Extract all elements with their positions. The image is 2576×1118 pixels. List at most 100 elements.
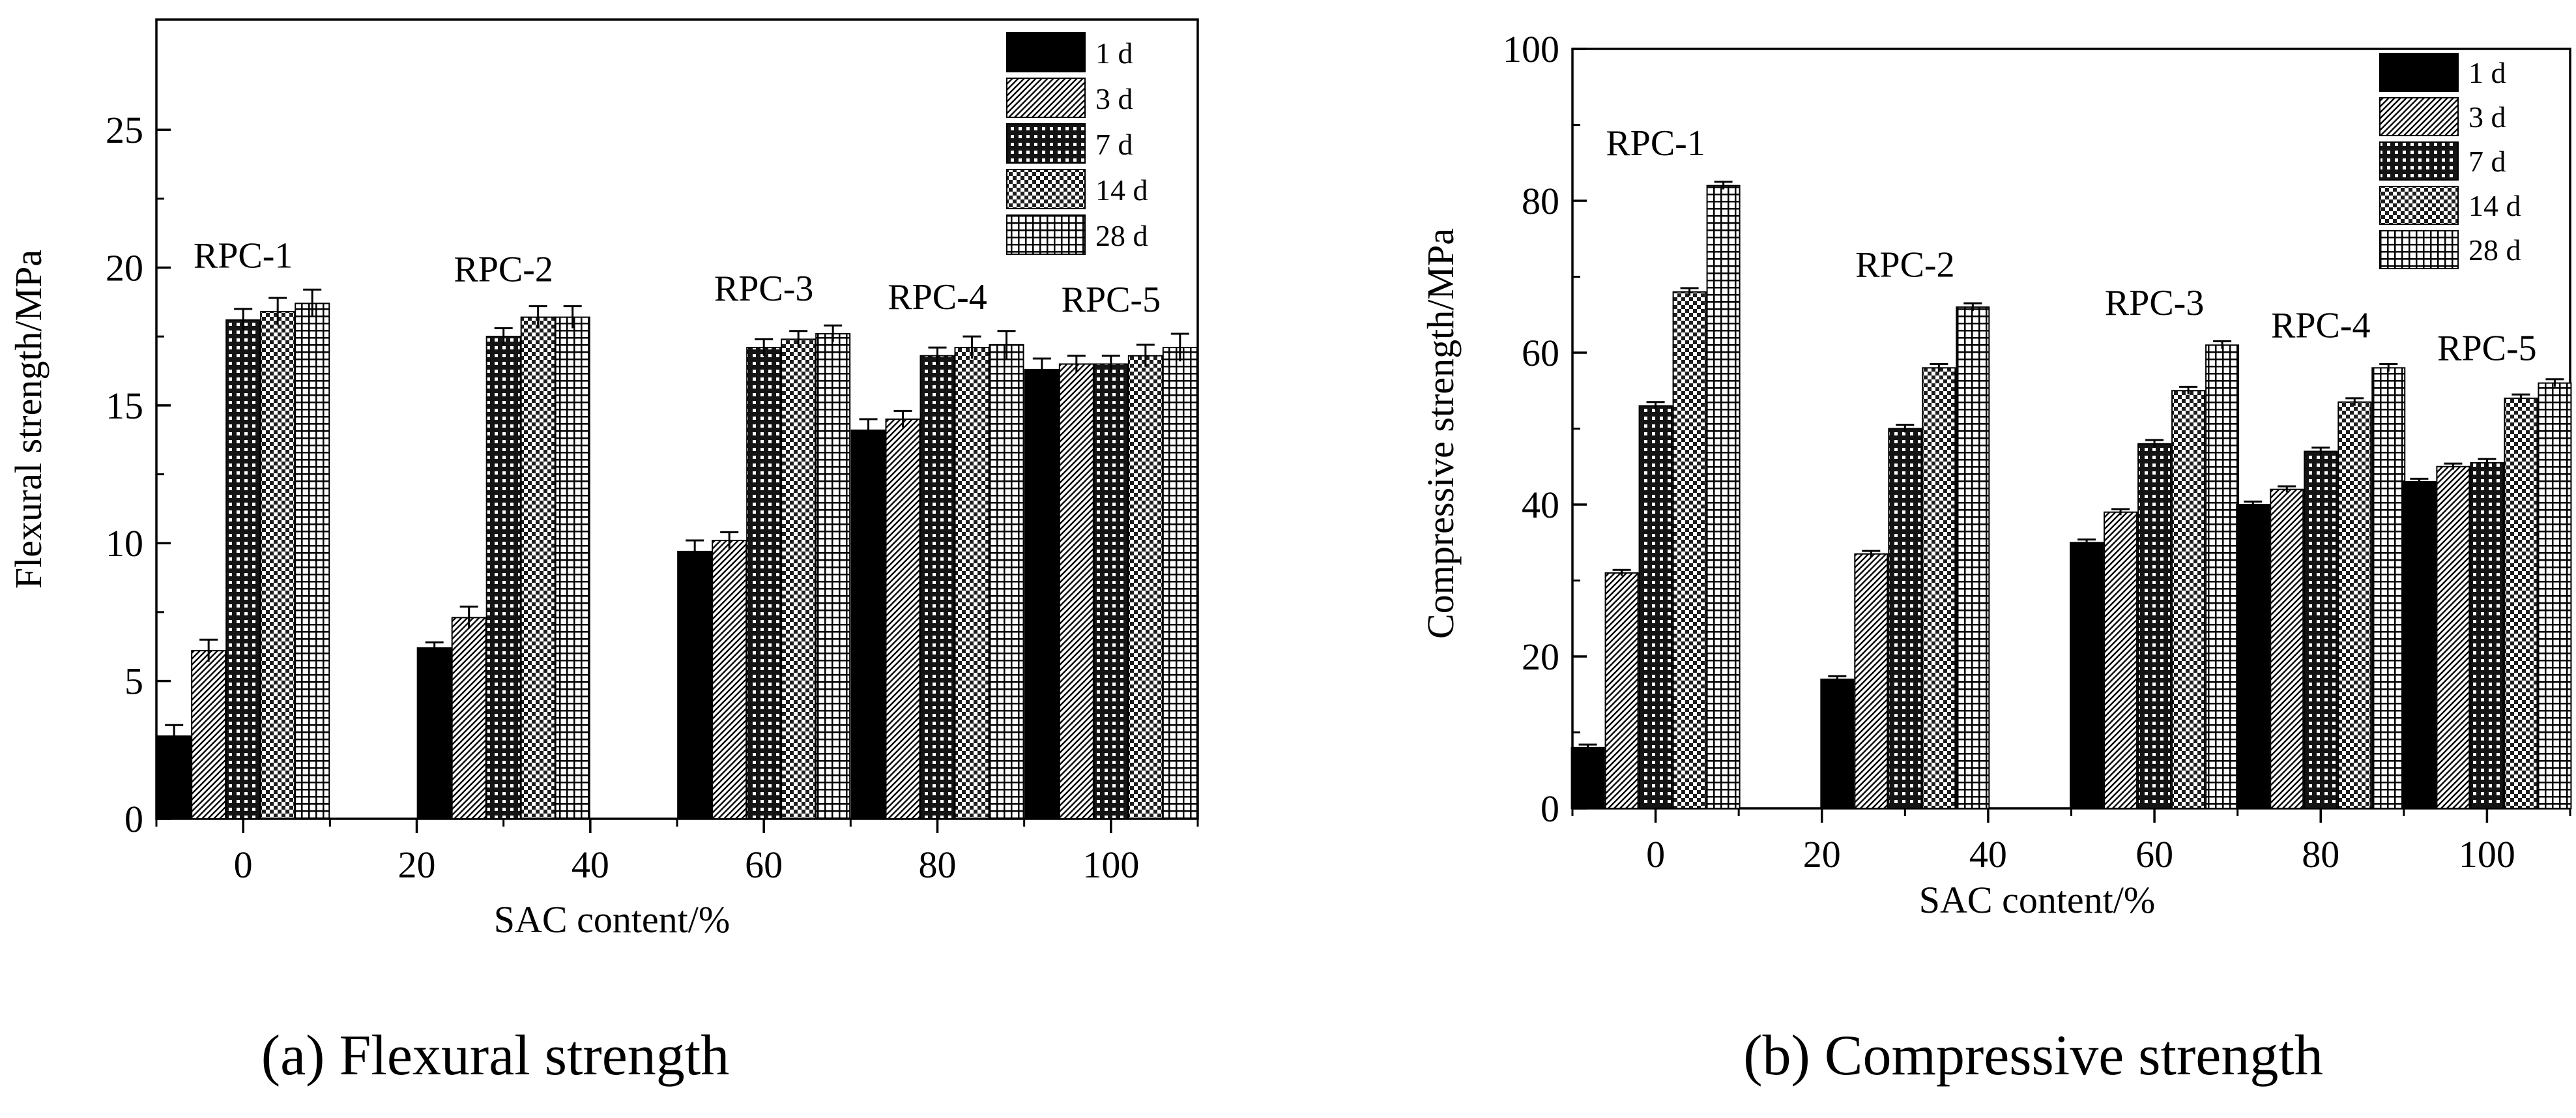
x-axis-label: SAC content/% bbox=[494, 898, 730, 941]
bar-1d-rpc-3 bbox=[2070, 542, 2104, 809]
y-axis-label: Compressive strength/MPa bbox=[1419, 228, 1462, 639]
legend-swatch bbox=[1006, 214, 1086, 255]
group-label: RPC-3 bbox=[714, 269, 814, 309]
bar-28d-rpc-5 bbox=[1162, 347, 1198, 819]
legend-label: 14 d bbox=[2468, 189, 2521, 222]
bar-28d-rpc-4 bbox=[989, 344, 1024, 819]
legend-swatch bbox=[1006, 78, 1086, 118]
y-tick-label: 0 bbox=[1541, 787, 1559, 830]
group-label: RPC-2 bbox=[1855, 245, 1955, 286]
y-tick-label: 5 bbox=[124, 660, 143, 703]
bar-28d-rpc-3 bbox=[815, 332, 851, 819]
bar-14d-rpc-2 bbox=[520, 316, 556, 820]
bar-7d-rpc-2 bbox=[485, 336, 521, 819]
bar-1d-rpc-4 bbox=[850, 429, 886, 819]
bar-28d-rpc-1 bbox=[1706, 184, 1741, 809]
group-label: RPC-1 bbox=[194, 235, 293, 276]
x-tick-label: 40 bbox=[1969, 833, 2007, 875]
y-tick-label: 25 bbox=[106, 109, 143, 151]
bar-3d-rpc-3 bbox=[2104, 511, 2138, 810]
bar-28d-rpc-1 bbox=[295, 302, 330, 819]
bar-1d-rpc-4 bbox=[2236, 504, 2270, 809]
bar-28d-rpc-3 bbox=[2205, 344, 2240, 809]
bar-7d-rpc-3 bbox=[746, 347, 782, 819]
legend-label: 14 d bbox=[1095, 173, 1148, 207]
bar-14d-rpc-5 bbox=[2504, 397, 2538, 809]
x-tick-label: 20 bbox=[398, 844, 436, 886]
legend-swatch bbox=[1006, 32, 1086, 72]
y-tick-label: 10 bbox=[106, 522, 143, 565]
group-label: RPC-5 bbox=[2437, 329, 2537, 369]
bar-3d-rpc-1 bbox=[1604, 572, 1639, 809]
legend-swatch bbox=[2379, 186, 2459, 225]
x-tick-label: 0 bbox=[234, 844, 253, 886]
group-label: RPC-4 bbox=[888, 277, 987, 317]
legend-swatch bbox=[1006, 123, 1086, 164]
x-tick-label: 0 bbox=[1646, 833, 1665, 875]
x-tick-label: 20 bbox=[1803, 833, 1841, 875]
y-tick-label: 0 bbox=[124, 798, 143, 840]
legend-label: 7 d bbox=[1095, 128, 1133, 161]
bar-14d-rpc-1 bbox=[1672, 291, 1707, 809]
legend: 1 d 3 d 7 d 14 d 28 d bbox=[1006, 32, 1148, 255]
group-label: RPC-3 bbox=[2105, 283, 2205, 323]
legend-label: 28 d bbox=[2468, 233, 2521, 267]
y-tick-label: 20 bbox=[1522, 636, 1559, 678]
bar-14d-rpc-3 bbox=[2171, 390, 2206, 809]
x-tick-label: 100 bbox=[2459, 833, 2515, 875]
bar-14d-rpc-4 bbox=[954, 347, 990, 819]
group-label: RPC-4 bbox=[2271, 306, 2371, 346]
bar-1d-rpc-2 bbox=[416, 647, 452, 819]
legend-swatch bbox=[2379, 53, 2459, 92]
bar-1d-rpc-2 bbox=[1820, 678, 1855, 809]
y-tick-label: 40 bbox=[1522, 484, 1559, 526]
y-tick-label: 80 bbox=[1522, 180, 1559, 222]
legend-label: 3 d bbox=[1095, 82, 1133, 115]
x-tick-label: 80 bbox=[919, 844, 957, 886]
chart-caption: (a) Flexural strength bbox=[261, 1024, 729, 1087]
bar-7d-rpc-4 bbox=[2304, 450, 2338, 809]
y-tick-label: 15 bbox=[106, 385, 143, 427]
y-tick-label: 100 bbox=[1503, 28, 1559, 70]
x-tick-label: 60 bbox=[2135, 833, 2173, 875]
bars: RPC-1 RPC-2 RPC-3 RPC-4 RPC-5 bbox=[1570, 123, 2572, 810]
x-tick-label: 60 bbox=[745, 844, 783, 886]
bar-1d-rpc-5 bbox=[1024, 368, 1060, 819]
bar-14d-rpc-3 bbox=[781, 338, 817, 819]
y-axis-label: Flexural strength/MPa bbox=[7, 250, 50, 589]
chart-caption: (b) Compressive strength bbox=[1743, 1024, 2323, 1087]
bar-1d-rpc-5 bbox=[2402, 481, 2437, 809]
x-axis-label: SAC content/% bbox=[1919, 879, 2155, 921]
bar-3d-rpc-4 bbox=[885, 419, 921, 819]
legend-swatch bbox=[1006, 169, 1086, 209]
bar-7d-rpc-2 bbox=[1888, 428, 1922, 809]
group-label: RPC-1 bbox=[1606, 123, 1705, 164]
bar-1d-rpc-1 bbox=[156, 735, 192, 819]
axis-ticks: 0 20 40 60 80 100 0 20 40 60 80 100 bbox=[1503, 28, 2571, 875]
legend-label: 28 d bbox=[1095, 219, 1148, 252]
bar-28d-rpc-5 bbox=[2538, 382, 2572, 809]
bar-14d-rpc-2 bbox=[1922, 367, 1956, 809]
legend-label: 1 d bbox=[2468, 56, 2506, 89]
legend-swatch bbox=[2379, 141, 2459, 181]
bar-28d-rpc-2 bbox=[1956, 306, 1990, 810]
x-tick-label: 80 bbox=[2302, 833, 2339, 875]
bar-1d-rpc-3 bbox=[677, 550, 713, 819]
bar-3d-rpc-5 bbox=[2436, 465, 2470, 809]
x-tick-label: 40 bbox=[572, 844, 609, 886]
bar-3d-rpc-4 bbox=[2270, 488, 2304, 809]
compressive-strength-chart: 0 20 40 60 80 100 0 20 40 60 80 100 RPC-1 RPC-2 RPC-3… bbox=[1419, 28, 2572, 1087]
legend-label: 7 d bbox=[2468, 145, 2506, 178]
bar-3d-rpc-2 bbox=[451, 617, 487, 820]
bar-7d-rpc-1 bbox=[1638, 405, 1673, 809]
bar-7d-rpc-4 bbox=[919, 355, 955, 819]
bar-3d-rpc-5 bbox=[1058, 363, 1094, 819]
bar-3d-rpc-3 bbox=[712, 540, 747, 819]
legend-swatch bbox=[2379, 230, 2459, 269]
legend: 1 d 3 d 7 d 14 d 28 d bbox=[2379, 53, 2521, 269]
bar-7d-rpc-5 bbox=[2470, 462, 2504, 809]
bar-3d-rpc-2 bbox=[1854, 553, 1889, 809]
bar-7d-rpc-5 bbox=[1093, 363, 1129, 819]
